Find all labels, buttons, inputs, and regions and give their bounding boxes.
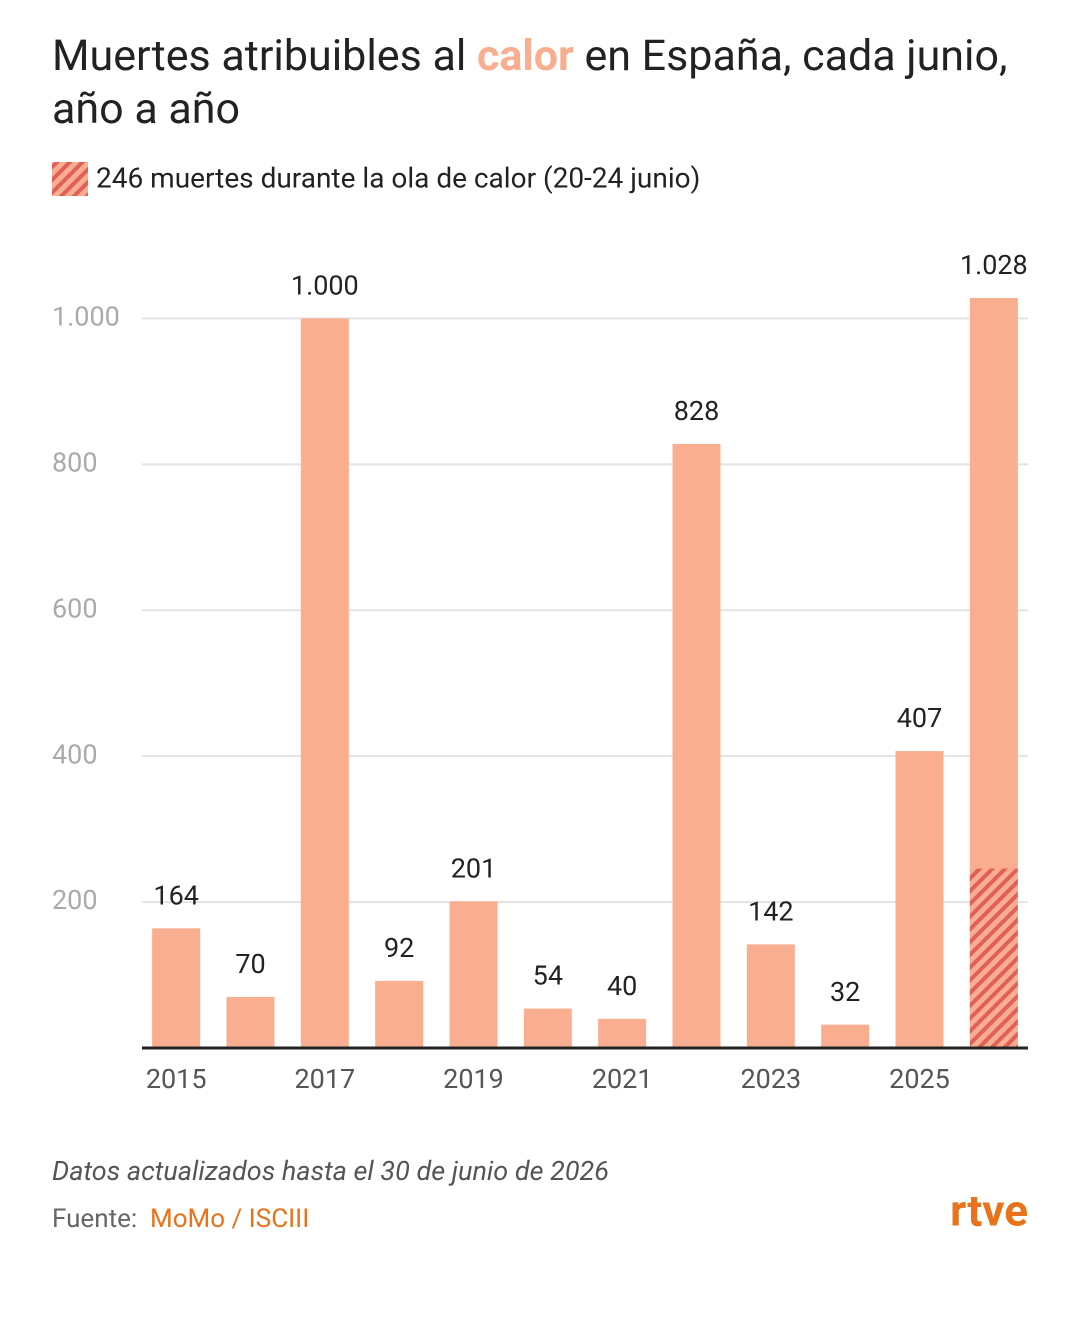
source-label: Fuente:: [52, 1204, 137, 1234]
value-label: 54: [533, 960, 563, 992]
value-label: 92: [384, 932, 414, 964]
logo: rtve: [950, 1185, 1028, 1237]
value-label: 142: [748, 896, 794, 928]
title-part: en España, cada junio, año a año: [52, 31, 1008, 134]
source: MoMo / ISCIII: [150, 1204, 309, 1234]
bar: [449, 901, 498, 1048]
x-tick-label: 2025: [889, 1063, 950, 1095]
y-tick-label: 800: [52, 446, 98, 478]
chart-title: Muertes atribuibles al calor en España, …: [52, 30, 1012, 136]
value-label: 40: [607, 970, 637, 1002]
bar: [895, 751, 944, 1048]
y-tick-label: 1.000: [52, 301, 120, 333]
title-part: Muertes atribuibles al: [52, 31, 477, 81]
value-label: 828: [674, 395, 720, 427]
highlight-segment: [969, 868, 1018, 1048]
x-tick-label: 2023: [740, 1063, 801, 1095]
title-highlight: calor: [476, 31, 574, 81]
x-tick-label: 2019: [443, 1063, 504, 1095]
bar: [598, 1018, 647, 1048]
bar: [523, 1008, 572, 1048]
value-label: 201: [451, 852, 497, 884]
bar: [226, 996, 275, 1048]
bar: [672, 443, 721, 1048]
bar: [746, 944, 795, 1048]
y-tick-label: 600: [52, 592, 98, 624]
legend-label: 246 muertes durante la ola de calor (20-…: [96, 161, 700, 194]
value-label: 407: [897, 702, 943, 734]
bar: [375, 980, 424, 1048]
x-tick-label: 2017: [294, 1063, 355, 1095]
value-label: 32: [830, 976, 860, 1008]
x-tick-label: 2015: [146, 1063, 207, 1095]
value-label: 70: [235, 948, 265, 980]
value-label: 164: [153, 879, 199, 911]
bar: [300, 318, 349, 1049]
legend-swatch: [52, 162, 88, 196]
bar: [821, 1024, 870, 1048]
note: Datos actualizados hasta el 30 de junio …: [52, 1155, 609, 1187]
y-tick-label: 400: [52, 738, 98, 770]
y-tick-label: 200: [52, 884, 98, 916]
value-label: 1.028: [960, 249, 1028, 281]
value-label: 1.000: [291, 270, 359, 302]
bar: [152, 928, 201, 1048]
x-tick-label: 2021: [592, 1063, 653, 1095]
